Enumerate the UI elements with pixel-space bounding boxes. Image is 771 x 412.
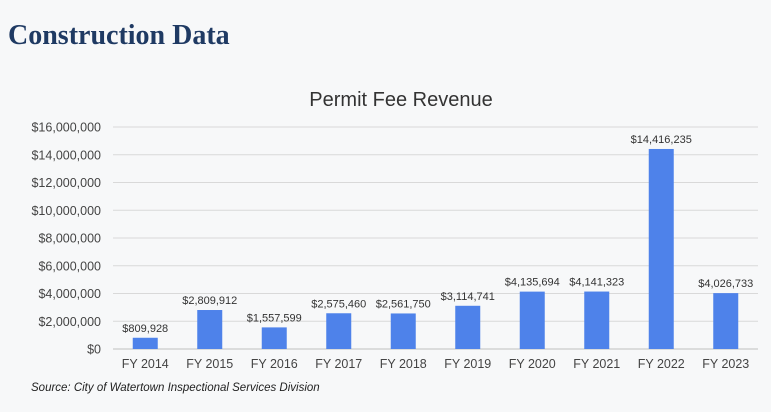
x-tick-label: FY 2014 [122,357,169,371]
x-tick-label: FY 2022 [638,357,685,371]
data-label: $14,416,235 [631,134,692,146]
bar-fy-2015 [197,310,223,349]
y-tick-label: $2,000,000 [38,315,101,329]
bars [132,148,739,349]
bar-fy-2017 [326,313,352,349]
data-label: $4,135,694 [505,277,560,289]
bar-fy-2018 [390,313,416,349]
x-tick-label: FY 2018 [380,357,427,371]
permit-fee-revenue-chart: Permit Fee Revenue $0 $2,000,000 $4,000,00… [31,89,758,371]
y-axis-ticks: $0 $2,000,000 $4,000,000 $6,000,000 $8,000,0… [31,121,101,357]
x-tick-label: FY 2023 [702,357,749,371]
bar-fy-2019 [455,305,481,349]
data-label: $4,026,733 [698,278,753,290]
source-note: Source: City of Watertown Inspectional S… [31,382,320,394]
bar-fy-2021 [584,291,610,349]
y-tick-label: $8,000,000 [38,232,101,246]
x-tick-label: FY 2015 [186,357,233,371]
y-tick-label: $0 [87,343,101,357]
x-tick-label: FY 2019 [444,357,491,371]
bar-fy-2020 [519,291,545,349]
y-tick-label: $12,000,000 [31,176,101,190]
bar-fy-2022 [648,148,674,349]
page-heading: Construction Data [8,20,230,51]
data-label: $2,561,750 [376,298,431,310]
data-label: $809,928 [122,323,168,335]
x-tick-label: FY 2016 [251,357,298,371]
y-tick-label: $6,000,000 [38,259,101,273]
y-tick-label: $10,000,000 [31,204,101,218]
bar-fy-2014 [132,337,158,349]
y-tick-label: $14,000,000 [31,148,101,162]
x-axis-ticks: FY 2014 FY 2015 FY 2016 FY 2017 FY 2018 FY 20… [122,357,750,371]
data-label: $2,575,460 [311,298,366,310]
x-tick-label: FY 2020 [509,357,556,371]
y-tick-label: $16,000,000 [31,121,101,135]
data-label: $4,141,323 [569,277,624,289]
x-tick-label: FY 2017 [315,357,362,371]
x-tick-label: FY 2021 [573,357,620,371]
data-labels: $809,928 $2,809,912 $1,557,599 $2,575,460 $2… [122,134,753,335]
bar-fy-2023 [713,293,739,349]
chart-title: Permit Fee Revenue [309,89,492,111]
data-label: $1,557,599 [247,312,302,324]
data-label: $3,114,741 [441,291,495,303]
data-label: $2,809,912 [182,295,237,307]
bar-fy-2016 [261,327,287,349]
y-tick-label: $4,000,000 [38,287,101,301]
